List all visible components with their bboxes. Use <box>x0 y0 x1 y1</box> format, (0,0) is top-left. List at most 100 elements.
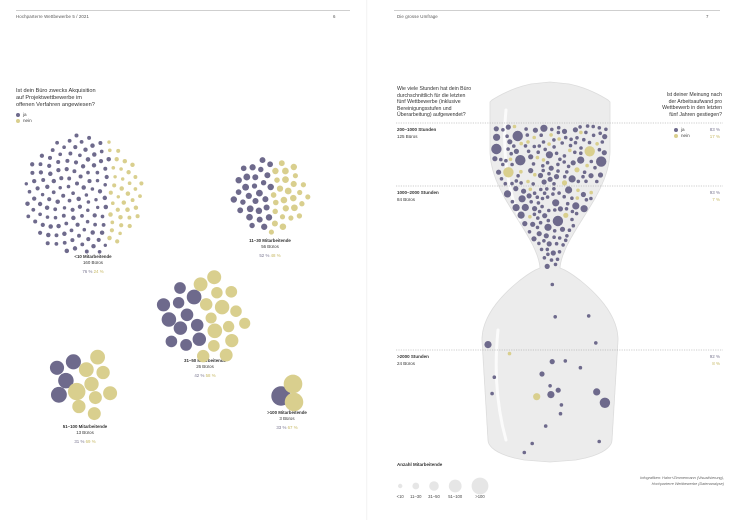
bubble-nein <box>127 223 132 229</box>
bubble-nein <box>207 270 222 285</box>
bubble-ja <box>90 187 95 191</box>
group-nein-pct: 69 % <box>85 439 96 444</box>
bubble-ja <box>578 365 583 370</box>
category-count: 24 Büros <box>397 360 416 366</box>
bubble-ja <box>510 162 514 167</box>
bubble-ja <box>235 177 242 184</box>
bubble-ja <box>539 247 544 252</box>
bubble-ja <box>531 162 536 166</box>
bubble-nein <box>503 167 514 178</box>
bubble-ja <box>548 384 552 388</box>
group-title: 51–100 Mitarbeitende <box>62 424 108 429</box>
bubble-ja <box>190 318 204 332</box>
bubble-ja <box>493 133 501 141</box>
bubble-ja <box>539 133 543 137</box>
pct-ja: 83 % <box>709 127 720 132</box>
bubble-ja <box>86 200 91 204</box>
bubble-ja <box>602 134 608 140</box>
bubble-ja <box>103 243 108 247</box>
bubble-ja <box>51 178 56 184</box>
bubble-nein <box>108 190 113 195</box>
bubble-ja <box>45 215 50 219</box>
bubble-ja <box>85 219 90 224</box>
bubble-ja <box>240 165 247 172</box>
header-rule <box>16 10 350 11</box>
bubble-ja <box>249 222 255 229</box>
bubble-nein <box>507 351 512 356</box>
group-nein-pct: 24 % <box>93 269 104 274</box>
bubble-ja <box>598 131 602 136</box>
bubble-nein <box>138 194 142 199</box>
credit-line: Hochparterre Wettbewerbe (Datenanalyse) <box>651 481 724 486</box>
group-title: 11–30 Mitarbeitende <box>249 238 291 243</box>
bubble-ja <box>26 214 31 219</box>
bubble-ja <box>517 211 525 219</box>
bubble-ja <box>525 133 530 137</box>
bubble-ja <box>547 176 553 182</box>
bubble-ja <box>77 204 83 209</box>
bubble-ja <box>597 439 601 444</box>
bubble-ja <box>30 162 35 167</box>
bubble-ja <box>514 179 519 183</box>
bubble-nein <box>279 223 287 230</box>
bubble-ja <box>537 144 542 148</box>
bubble-nein <box>119 186 124 191</box>
bubble-ja <box>545 195 550 199</box>
effort-question: Ist deiner Meinung nach der Arbeitsaufwa… <box>638 92 722 118</box>
bubble-ja <box>552 215 564 227</box>
bubble-ja <box>50 148 55 153</box>
bubble-ja <box>48 171 53 177</box>
legend-nein-label: nein <box>681 133 690 138</box>
bubble-ja <box>94 197 98 202</box>
bubble-nein <box>87 407 101 421</box>
bubble-nein <box>299 201 305 207</box>
bubble-nein <box>282 176 289 183</box>
bubble-ja <box>591 133 596 138</box>
pct-ja: 92 % <box>709 354 720 359</box>
group-count: 56 Büros <box>261 244 279 249</box>
size-legend-label: 11–30 <box>410 494 422 499</box>
bubble-nein <box>283 374 303 394</box>
bubble-ja <box>572 202 580 210</box>
bubble-ja <box>47 155 53 160</box>
size-legend-circle <box>398 483 403 489</box>
bubble-ja <box>31 207 36 212</box>
bubble-nein <box>290 163 297 171</box>
bubble-ja <box>568 143 573 148</box>
bubble-ja <box>78 174 83 179</box>
bubble-nein <box>595 142 599 146</box>
legend-ja-label: ja <box>23 112 27 117</box>
bubble-nein <box>116 195 121 199</box>
bubble-ja <box>531 236 537 242</box>
bubble-ja <box>554 151 559 156</box>
bubble-ja <box>64 248 70 254</box>
bubble-ja <box>540 204 544 209</box>
bubble-ja <box>258 166 264 173</box>
bubble-ja <box>510 199 515 204</box>
group-count: 3 Büros <box>279 416 295 421</box>
bubble-ja <box>85 157 91 162</box>
bubble-nein <box>533 393 541 401</box>
bubble-ja <box>251 183 258 189</box>
bubble-ja <box>70 238 75 243</box>
bubble-ja <box>570 217 574 222</box>
bubble-ja <box>252 174 259 181</box>
bubble-ja <box>84 249 89 254</box>
bubble-ja <box>549 258 554 262</box>
bubble-ja <box>96 205 100 210</box>
bubble-nein <box>119 167 123 171</box>
bubble-nein <box>532 135 536 140</box>
bubble-ja <box>552 187 556 191</box>
bubble-ja <box>581 174 585 179</box>
bubble-ja <box>555 387 561 393</box>
bubble-ja <box>572 127 579 133</box>
bubble-ja <box>62 231 67 237</box>
bubble-ja <box>545 151 554 159</box>
bubble-ja <box>84 193 89 197</box>
bubble-ja <box>537 172 544 179</box>
bubble-nein <box>296 213 303 219</box>
bubble-ja <box>532 206 538 212</box>
bubble-ja <box>504 158 508 163</box>
bubble-ja <box>542 213 548 219</box>
